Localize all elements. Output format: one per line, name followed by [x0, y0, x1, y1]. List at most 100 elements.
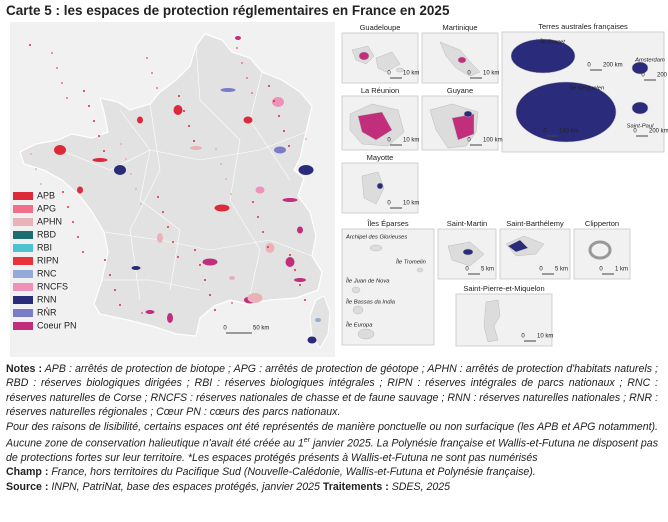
protected-point	[67, 206, 69, 208]
protected-point	[30, 153, 32, 155]
notes-text: janvier 2025. La Polynésie française et …	[6, 437, 658, 464]
protected-point	[104, 259, 106, 261]
legend-label: Coeur PN	[37, 320, 77, 330]
protected-area	[358, 51, 370, 61]
protected-point	[156, 87, 158, 89]
inset-land	[416, 267, 424, 273]
inset-land	[395, 67, 405, 73]
legend-label: APB	[37, 190, 55, 200]
inset-frame	[455, 293, 553, 347]
protected-area	[114, 165, 126, 175]
protected-point	[88, 105, 90, 107]
protected-point	[162, 211, 164, 213]
inset-land	[351, 286, 361, 294]
protected-point	[194, 249, 196, 251]
protected-point	[119, 304, 121, 306]
inset-land	[507, 239, 529, 253]
protected-point	[172, 241, 174, 243]
protected-point	[188, 125, 190, 127]
protected-area	[235, 36, 241, 40]
place-label: Amsterdam	[634, 58, 665, 64]
protected-point	[157, 196, 159, 198]
protected-area	[510, 38, 576, 74]
scale-zero: 0	[521, 334, 525, 340]
protected-point	[220, 163, 222, 165]
protected-area	[285, 257, 295, 267]
protected-area	[515, 81, 617, 143]
protected-area	[220, 88, 236, 92]
protected-point	[305, 138, 307, 140]
protected-point	[299, 284, 301, 286]
protected-point	[109, 274, 111, 276]
inset-land	[483, 299, 501, 343]
notes-abbreviations: Notes : APB : arrêtés de protection de b…	[6, 362, 658, 420]
treatment-text: SDES, 2025	[391, 480, 451, 493]
protected-point	[72, 221, 74, 223]
protected-area	[255, 186, 265, 194]
inset-title: Guadeloupe	[360, 23, 401, 32]
protected-point	[146, 57, 148, 59]
protected-point	[193, 140, 195, 142]
inset-title: Saint-Martin	[447, 219, 487, 228]
protected-area	[463, 110, 473, 118]
scale-zero: 0	[543, 129, 547, 135]
map: APB APG APHN RBD RBI RIPN RNC RNCFS RNN RNR Coeur …	[10, 22, 668, 357]
protected-point	[236, 47, 238, 49]
protected-area	[631, 61, 649, 75]
inset-title: Guyane	[447, 86, 473, 95]
legend-label: RNR	[37, 307, 57, 317]
protected-area	[272, 97, 284, 107]
protected-point	[151, 72, 153, 74]
protected-point	[77, 236, 79, 238]
protected-point	[268, 85, 270, 87]
scale-zero: 0	[641, 73, 645, 79]
protected-area	[137, 116, 143, 124]
protected-area	[190, 146, 202, 150]
protected-point	[56, 67, 58, 69]
scale-zero: 0	[465, 267, 469, 273]
protected-point	[114, 289, 116, 291]
scale-unit: 200 km	[649, 129, 668, 135]
source-label: Source :	[6, 480, 49, 493]
protected-point	[83, 90, 85, 92]
inset-land	[369, 244, 383, 252]
protected-area	[297, 226, 303, 234]
protected-point	[230, 193, 232, 195]
protected-point	[35, 168, 37, 170]
notes: Notes : APB : arrêtés de protection de b…	[6, 362, 658, 494]
legend-swatch	[13, 309, 33, 317]
scale-unit: 1 km	[615, 267, 628, 273]
protected-point	[225, 178, 227, 180]
protected-point	[209, 294, 211, 296]
protected-point	[120, 143, 122, 145]
scale-zero: 0	[587, 63, 591, 69]
legend-label: RNN	[37, 294, 57, 304]
scale-unit: 160 km	[559, 129, 579, 135]
inset-title: Martinique	[442, 23, 477, 32]
inset-title: La Réunion	[361, 86, 399, 95]
protected-area	[376, 182, 384, 190]
mainland-france	[19, 33, 323, 337]
protected-point	[183, 110, 185, 112]
inset-land	[588, 240, 612, 260]
protected-point	[204, 279, 206, 281]
place-label: Île Bassas da India	[346, 299, 396, 306]
protected-area	[157, 233, 163, 243]
scale-unit: 10 km	[403, 71, 419, 77]
protected-point	[125, 158, 127, 160]
place-label: Île Europa	[346, 322, 373, 329]
protected-area	[457, 56, 467, 64]
scale-zero: 0	[387, 201, 391, 207]
scale-unit: 10 km	[537, 334, 553, 340]
protected-point	[93, 120, 95, 122]
protected-point	[177, 256, 179, 258]
legend-swatch	[13, 257, 33, 265]
protected-point	[29, 44, 31, 46]
protected-point	[246, 77, 248, 79]
protected-point	[214, 309, 216, 311]
place-label: Archipel des Glorieuses	[345, 235, 407, 241]
superscript: er	[303, 437, 311, 445]
protected-point	[82, 251, 84, 253]
scale-zero: 0	[467, 138, 471, 144]
